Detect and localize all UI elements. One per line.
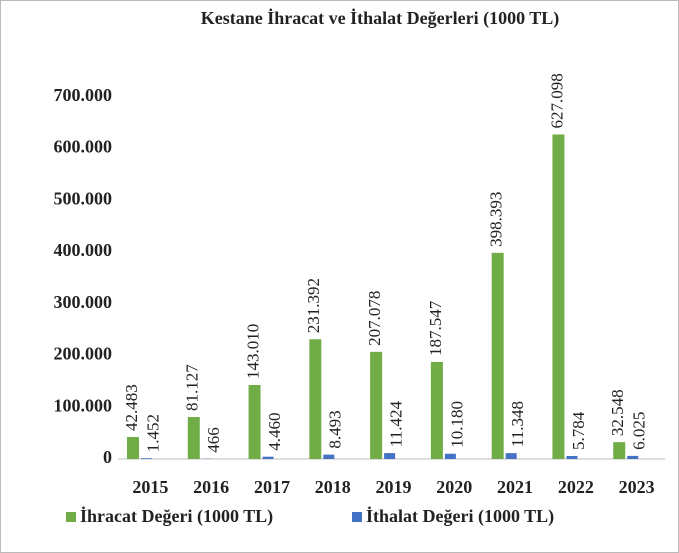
data-label: 1.452 [143, 414, 162, 452]
y-tick-label: 600.000 [54, 137, 113, 157]
x-tick-label: 2015 [132, 477, 168, 497]
legend-label: İthalat Değeri (1000 TL) [366, 506, 554, 527]
data-label: 231.392 [304, 278, 323, 333]
data-label: 398.393 [487, 192, 506, 247]
bar [309, 339, 322, 459]
bar [141, 458, 152, 459]
data-label: 207.078 [365, 291, 384, 346]
bar [627, 455, 639, 459]
x-tick-label: 2016 [193, 477, 229, 497]
bar [323, 454, 335, 459]
bar [613, 442, 626, 459]
bar [552, 134, 565, 459]
bar [127, 437, 139, 459]
y-tick-label: 100.000 [54, 395, 113, 415]
data-label: 11.424 [387, 400, 406, 447]
data-label: 42.483 [122, 384, 141, 431]
x-tick-label: 2020 [436, 477, 472, 497]
x-tick-label: 2018 [315, 477, 351, 497]
legend-swatch [352, 512, 362, 522]
x-tick-label: 2017 [254, 477, 290, 497]
y-tick-label: 0 [103, 447, 112, 467]
data-label: 10.180 [447, 401, 466, 448]
bar [384, 453, 396, 459]
x-tick-label: 2021 [497, 477, 533, 497]
legend-label: İhracat Değeri (1000 TL) [80, 506, 273, 527]
data-label: 32.548 [608, 389, 627, 436]
data-label: 81.127 [183, 364, 202, 411]
x-tick-label: 2023 [619, 477, 655, 497]
data-label: 466 [204, 427, 223, 453]
y-tick-label: 300.000 [54, 292, 113, 312]
bar [566, 456, 578, 459]
bar [491, 252, 504, 459]
y-tick-label: 700.000 [54, 85, 113, 105]
bar [187, 417, 200, 459]
data-label: 187.547 [426, 300, 445, 356]
data-label: 143.010 [243, 324, 262, 379]
bar [505, 453, 517, 459]
data-label: 6.025 [630, 412, 649, 450]
x-tick-label: 2022 [558, 477, 594, 497]
bar [430, 361, 443, 459]
y-tick-label: 200.000 [54, 344, 113, 364]
data-label: 4.460 [265, 412, 284, 450]
y-tick-label: 400.000 [54, 240, 113, 260]
bar [248, 384, 261, 459]
legend-swatch [66, 512, 76, 522]
data-label: 627.098 [547, 73, 566, 128]
data-label: 8.493 [326, 410, 345, 448]
x-tick-label: 2019 [376, 477, 412, 497]
y-tick-label: 500.000 [54, 188, 113, 208]
bar [370, 351, 383, 459]
bar [262, 456, 274, 459]
data-label: 5.784 [569, 411, 588, 450]
bar [444, 453, 456, 459]
data-label: 11.348 [508, 401, 527, 447]
chart-title: Kestane İhracat ve İthalat Değerleri (10… [201, 8, 560, 29]
